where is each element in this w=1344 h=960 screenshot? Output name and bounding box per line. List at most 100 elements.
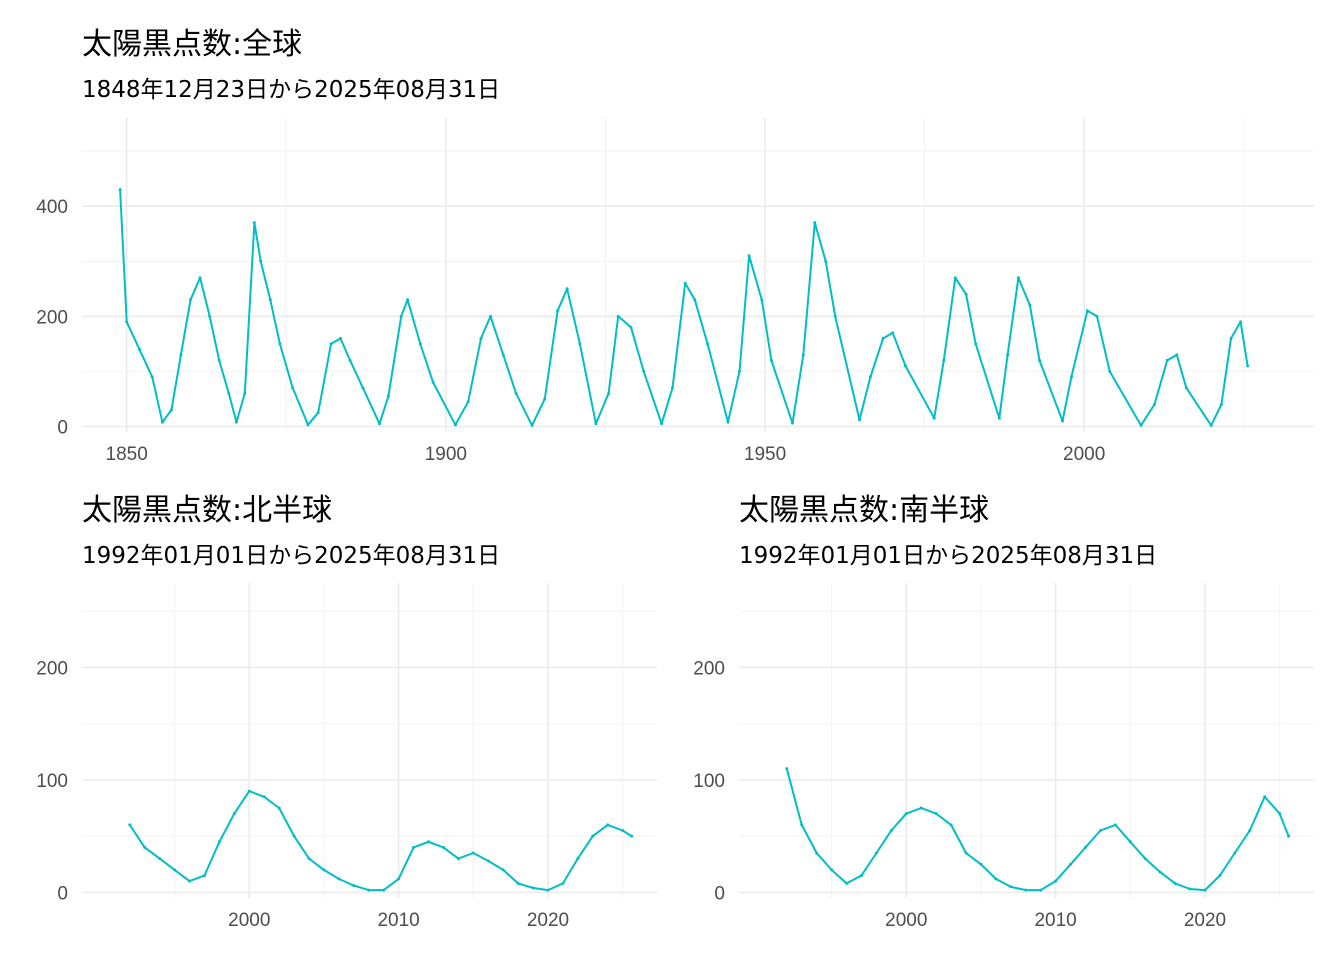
chart-subtitle-north: 1992年01月01日から2025年08月31日	[82, 543, 500, 569]
data-point-north-16	[367, 888, 371, 892]
data-point-global-52	[726, 420, 730, 424]
data-point-global-5	[169, 408, 173, 412]
data-point-global-76	[1038, 358, 1042, 362]
data-point-global-29	[418, 342, 422, 346]
data-point-south-22	[1113, 823, 1117, 827]
data-point-global-0	[118, 188, 122, 192]
data-point-global-30	[431, 380, 435, 384]
x-tick-label-global-3: 2000	[1063, 444, 1105, 465]
data-point-south-20	[1083, 845, 1087, 849]
data-point-global-1	[125, 320, 129, 324]
data-point-global-63	[868, 375, 872, 379]
data-point-south-24	[1143, 857, 1147, 861]
data-point-global-79	[1085, 309, 1089, 313]
data-point-south-17	[1039, 888, 1043, 892]
y-tick-label-south-0: 0	[714, 883, 725, 904]
data-point-global-47	[660, 422, 664, 426]
data-point-global-42	[594, 422, 598, 426]
data-point-global-68	[942, 358, 946, 362]
data-point-north-7	[232, 812, 236, 816]
y-tick-label-global-0: 0	[57, 417, 68, 438]
data-point-global-55	[760, 298, 764, 302]
data-point-south-29	[1218, 874, 1222, 877]
data-point-south-10	[934, 812, 938, 816]
data-point-global-91	[1246, 364, 1250, 368]
data-point-north-6	[217, 840, 221, 844]
data-point-global-58	[801, 353, 805, 357]
data-point-global-26	[386, 394, 390, 398]
data-point-global-34	[489, 314, 493, 318]
data-point-south-26	[1173, 881, 1177, 885]
data-point-global-32	[466, 400, 470, 404]
data-point-south-14	[994, 877, 998, 881]
data-point-global-72	[997, 416, 1001, 420]
panel-north: 0 100 200 2000 2010 2020	[36, 583, 657, 931]
data-point-global-80	[1095, 314, 1099, 318]
data-point-global-40	[565, 287, 569, 291]
data-point-global-24	[361, 386, 365, 390]
data-point-north-17	[382, 888, 386, 892]
panel-south: 0 100 200 2000 2010 2020	[693, 583, 1314, 931]
chart-subtitle-south: 1992年01月01日から2025年08月31日	[739, 543, 1157, 569]
series-line-south-0	[785, 768, 1290, 892]
data-point-north-15	[352, 884, 356, 888]
data-point-north-28	[546, 888, 550, 892]
x-tick-label-global-1: 1900	[425, 444, 467, 465]
data-point-north-20	[426, 840, 430, 844]
data-point-north-31	[591, 834, 595, 838]
data-point-global-57	[790, 421, 794, 425]
data-point-north-1	[143, 845, 147, 849]
data-point-global-87	[1209, 423, 1213, 427]
data-point-north-27	[531, 886, 535, 890]
data-point-global-83	[1152, 402, 1156, 406]
data-point-global-33	[479, 336, 483, 340]
data-point-global-17	[278, 342, 282, 346]
data-point-global-8	[198, 276, 202, 280]
data-point-global-59	[813, 221, 817, 225]
panel-global: 0 200 400 1850 1900 1950 2000	[36, 118, 1314, 465]
data-point-global-12	[234, 420, 238, 424]
x-tick-label-global-0: 1850	[106, 444, 148, 465]
data-point-south-7	[889, 829, 893, 832]
data-point-north-32	[606, 823, 610, 827]
data-point-south-5	[859, 874, 863, 877]
data-point-global-74	[1016, 276, 1020, 280]
data-point-global-71	[974, 342, 978, 346]
data-point-global-77	[1060, 419, 1064, 423]
data-point-south-13	[979, 862, 983, 866]
y-tick-label-global-2: 400	[36, 197, 68, 218]
data-point-global-51	[706, 342, 710, 346]
data-point-global-75	[1028, 303, 1032, 307]
data-point-south-19	[1069, 862, 1073, 866]
data-point-south-18	[1054, 879, 1058, 883]
data-point-north-3	[173, 868, 177, 872]
data-point-global-22	[339, 336, 343, 340]
data-point-south-31	[1248, 829, 1252, 832]
data-point-global-19	[306, 423, 310, 427]
data-point-north-8	[247, 789, 251, 793]
data-point-south-4	[845, 881, 849, 885]
data-point-global-49	[683, 281, 687, 285]
data-point-global-62	[858, 418, 862, 422]
data-point-global-25	[377, 422, 381, 426]
data-point-north-29	[561, 881, 565, 885]
data-point-global-36	[514, 391, 518, 395]
y-tick-label-north-1: 100	[36, 771, 68, 792]
data-point-north-13	[322, 868, 326, 872]
data-point-south-0	[785, 767, 789, 771]
x-tick-label-south-0: 2000	[885, 910, 927, 931]
data-point-global-85	[1175, 353, 1179, 357]
data-point-north-4	[188, 879, 192, 883]
y-tick-label-north-0: 0	[57, 883, 68, 904]
data-point-south-28	[1203, 888, 1207, 892]
data-point-north-30	[576, 857, 580, 861]
data-point-south-8	[904, 812, 908, 816]
data-point-north-10	[277, 806, 281, 810]
data-point-global-35	[501, 353, 505, 357]
data-point-south-3	[830, 868, 834, 872]
data-point-global-44	[616, 314, 620, 318]
data-point-south-2	[815, 851, 819, 855]
data-point-global-89	[1229, 336, 1233, 340]
data-point-global-54	[747, 254, 751, 258]
